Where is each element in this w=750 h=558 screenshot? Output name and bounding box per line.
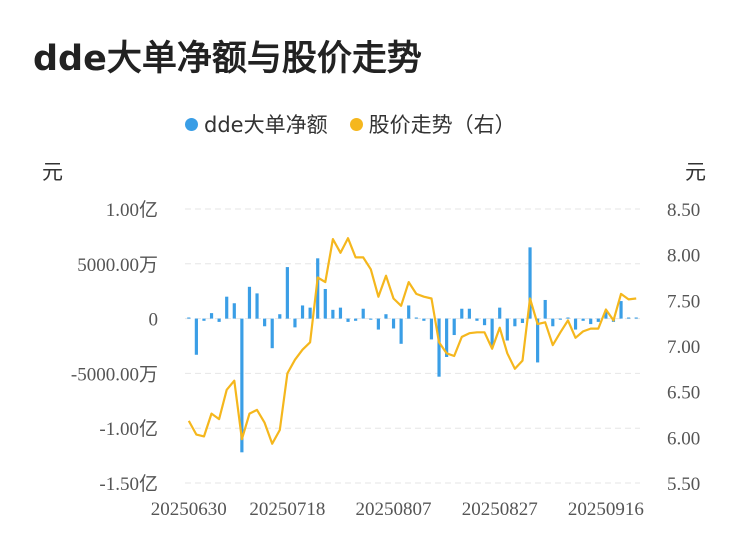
bar	[399, 318, 403, 344]
y-right-tick-label: 8.50	[667, 200, 700, 221]
bar	[422, 318, 426, 321]
bar	[414, 317, 418, 319]
bar	[543, 299, 547, 319]
bar	[573, 318, 578, 330]
y-right-tick-label: 6.50	[667, 383, 700, 404]
bar	[194, 318, 198, 355]
bar	[482, 318, 487, 326]
bar	[429, 318, 434, 340]
x-tick-label: 20250630	[151, 499, 227, 520]
bar	[513, 318, 517, 327]
bar	[225, 296, 229, 319]
bar	[407, 305, 411, 319]
bar	[209, 313, 214, 319]
legend-label-price: 股价走势（右）	[368, 113, 516, 137]
y-right-tick-label: 8.00	[667, 246, 700, 267]
x-tick-label: 20250807	[356, 499, 432, 520]
chart-title: dde大单净额与股价走势	[33, 39, 422, 79]
bar	[558, 318, 562, 320]
legend-dot-price	[349, 117, 363, 131]
bar	[452, 318, 456, 336]
bar	[255, 293, 259, 319]
bar	[391, 318, 396, 329]
bar	[285, 267, 289, 319]
x-tick-label: 20250718	[249, 499, 325, 520]
left-axis-unit: 元	[42, 160, 63, 184]
x-tick-label: 20250916	[568, 499, 644, 520]
bar	[627, 317, 631, 319]
bar	[505, 318, 509, 341]
y-left-tick-label: -5000.00万	[71, 364, 158, 385]
legend-dot-dde	[185, 117, 198, 131]
bar	[187, 317, 191, 319]
bar	[460, 308, 464, 319]
bar	[596, 318, 600, 322]
bar	[520, 318, 525, 323]
bar	[566, 317, 570, 319]
y-left-tick-label: -1.00亿	[99, 418, 158, 440]
bar	[437, 318, 441, 377]
y-left-tick-label: -1.50亿	[99, 473, 158, 495]
bar	[604, 310, 608, 319]
legend: dde大单净额 股价走势（右）	[185, 110, 538, 138]
bar	[528, 247, 532, 319]
bar	[232, 303, 236, 319]
y-right-tick-label: 6.00	[667, 428, 700, 449]
bar	[376, 318, 380, 330]
bar	[369, 318, 373, 320]
bar	[619, 301, 623, 319]
y-right-tick-label: 7.00	[667, 337, 700, 358]
bar	[475, 318, 479, 321]
y-right-tick-label: 5.50	[667, 474, 700, 495]
bar	[278, 314, 282, 319]
bar	[589, 318, 593, 325]
bar	[361, 308, 365, 319]
legend-item-dde[interactable]: dde大单净额	[185, 109, 328, 139]
price-line	[187, 237, 637, 445]
bar	[293, 318, 297, 328]
bar	[202, 318, 206, 321]
y-right-tick-label: 7.50	[667, 291, 700, 312]
bar	[240, 318, 244, 453]
bar	[581, 318, 585, 321]
bar	[467, 308, 471, 319]
bar	[551, 318, 555, 327]
right-axis-unit: 元	[685, 160, 706, 184]
bar	[346, 318, 350, 322]
bar	[247, 286, 252, 319]
bar	[445, 318, 449, 357]
bar	[338, 307, 343, 319]
bar	[354, 318, 358, 321]
bar	[490, 318, 494, 348]
y-left-tick-label: 5000.00万	[77, 255, 158, 276]
y-left-tick-label: 1.00亿	[106, 199, 158, 221]
bar	[316, 258, 320, 319]
bar	[217, 318, 221, 322]
bar	[384, 314, 388, 319]
y-left-tick-label: 0	[149, 310, 159, 331]
bar	[323, 289, 327, 319]
x-tick-label: 20250827	[462, 499, 538, 520]
bar	[300, 305, 305, 319]
bar	[498, 307, 502, 319]
bar	[634, 317, 638, 319]
bar	[270, 318, 274, 349]
legend-label-dde: dde大单净额	[204, 113, 328, 137]
bar	[263, 318, 267, 327]
bar	[536, 318, 540, 363]
bar	[331, 309, 335, 319]
bar	[308, 307, 312, 319]
legend-item-price[interactable]: 股价走势（右）	[349, 109, 516, 139]
